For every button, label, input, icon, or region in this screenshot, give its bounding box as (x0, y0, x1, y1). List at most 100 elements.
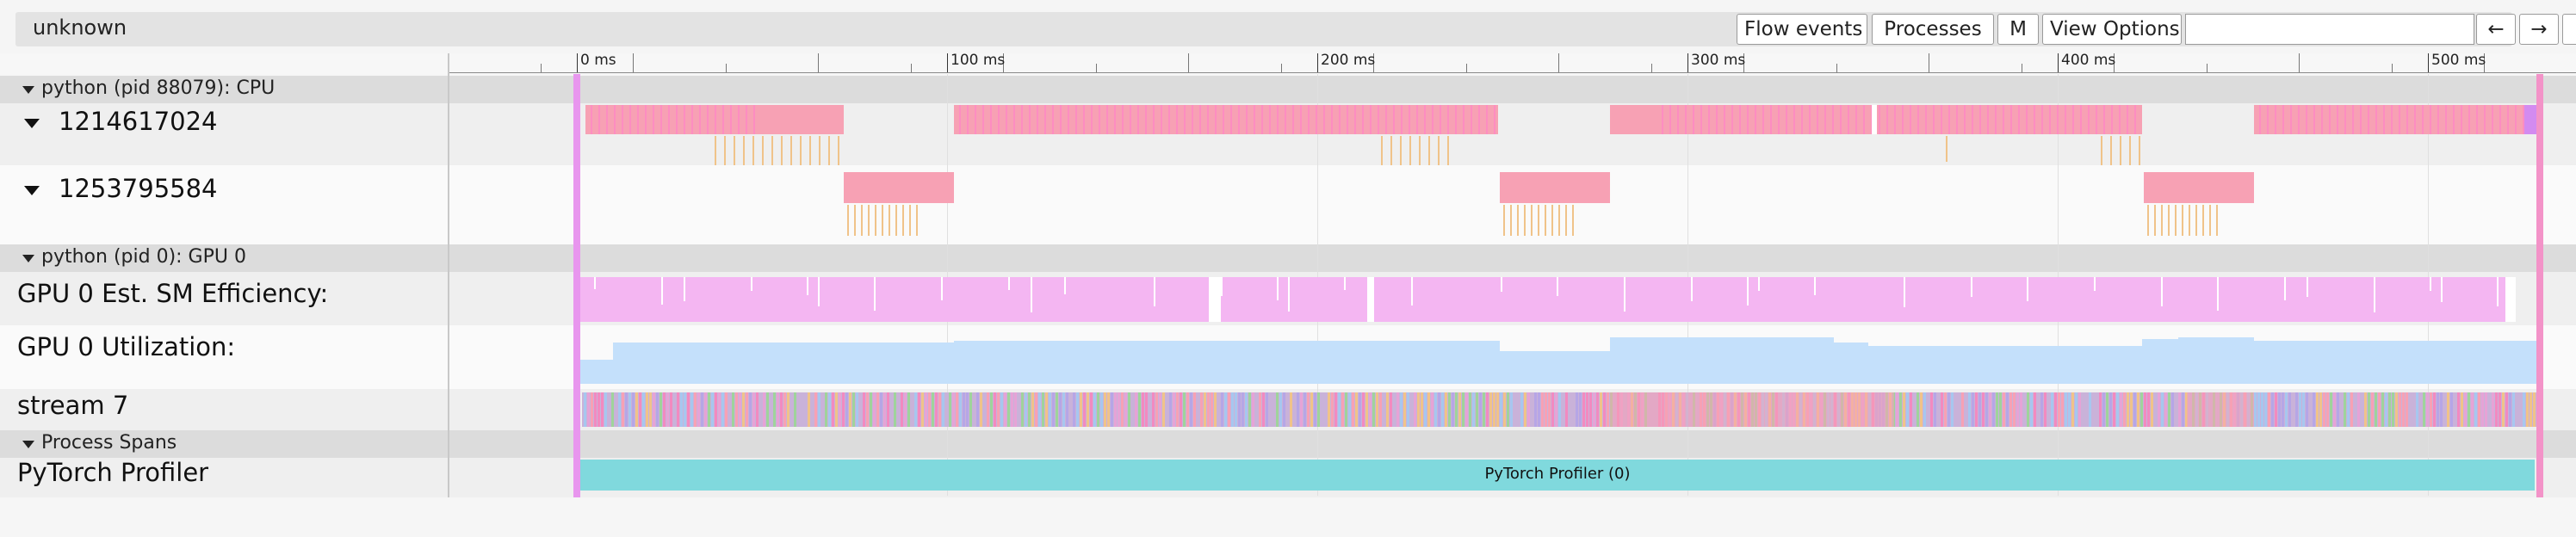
kernel-slice (1503, 392, 1506, 427)
cpu-child-slice (2189, 205, 2190, 236)
cpu-slice-sub (982, 105, 984, 134)
collapse-triangle-icon[interactable] (22, 86, 34, 94)
kernel-slice (1124, 392, 1127, 427)
collapse-triangle-icon[interactable] (24, 186, 40, 195)
kernel-slice (646, 392, 648, 427)
kernel-slice (1007, 392, 1010, 427)
kernel-slice (1087, 392, 1089, 427)
cpu-slice-sub (1879, 105, 1880, 134)
kernel-slice (1972, 392, 1974, 427)
kernel-slice (594, 392, 597, 427)
cpu-child-slice (2139, 136, 2140, 165)
sm-gap (1031, 277, 1032, 312)
label-column-divider[interactable] (448, 53, 449, 497)
processes-button[interactable]: Processes (1872, 14, 1994, 45)
kernel-slice (2416, 392, 2418, 427)
view-options-button[interactable]: View Options (2042, 14, 2182, 45)
sm-gap (661, 277, 663, 305)
kernel-slice (1565, 392, 1568, 427)
utilization-step (954, 341, 1500, 384)
ruler-tick (1465, 64, 1467, 72)
cpu-slice-sub (1378, 105, 1379, 134)
flow-events-button[interactable]: Flow events (1737, 14, 1867, 45)
kernel-slice (725, 392, 728, 427)
kernel-slice (1538, 392, 1540, 427)
stream-label: stream 7 (17, 391, 129, 420)
kernel-slice (1965, 392, 1967, 427)
cpu-slice-sub (1440, 105, 1441, 134)
kernel-slice (787, 392, 790, 427)
kernel-slice (1531, 392, 1533, 427)
sm-gap (1557, 277, 1558, 296)
cpu-process-label: python (pid 88079): CPU (41, 77, 276, 99)
kernel-slice (966, 392, 969, 427)
cpu-slice-sub (2360, 105, 2362, 134)
kernel-slice (1259, 392, 1261, 427)
cpu-child-slice (868, 205, 870, 236)
kernel-slice (721, 392, 724, 427)
kernel-slice (777, 392, 779, 427)
kernel-slice (739, 392, 741, 427)
kernel-slice (1558, 392, 1561, 427)
kernel-slice (2333, 392, 2336, 427)
cpu-slice-sub (2406, 105, 2408, 134)
cpu-slice-sub (1471, 105, 1472, 134)
kernel-slice (2464, 392, 2467, 427)
more-button[interactable] (2562, 14, 2576, 45)
cpu-slice-sub (1075, 105, 1077, 134)
cpu-slice-sub (1677, 105, 1679, 134)
kernel-slice (746, 392, 748, 427)
cpu-slice-sub (1424, 105, 1426, 134)
kernel-slice (2075, 392, 2078, 427)
kernel-slice (1348, 392, 1351, 427)
kernel-slice (2412, 392, 2415, 427)
search-input[interactable] (2185, 14, 2474, 45)
kernel-slice (1923, 392, 1926, 427)
range-start-marker[interactable] (573, 74, 580, 497)
kernel-slice (1025, 392, 1027, 427)
cpu-process-header[interactable]: python (pid 88079): CPU (0, 76, 2576, 103)
kernel-slice (584, 392, 586, 427)
range-end-marker[interactable] (2536, 74, 2543, 497)
kernel-slice (1920, 392, 1923, 427)
kernel-slice (1262, 392, 1265, 427)
kernel-slice (1169, 392, 1172, 427)
collapse-triangle-icon[interactable] (24, 119, 40, 128)
kernel-slice (1300, 392, 1303, 427)
cpu-slice-sub (1122, 105, 1124, 134)
kernel-slice (2409, 392, 2412, 427)
ruler-tick (1836, 64, 1837, 72)
cpu-slice-sub (2096, 105, 2097, 134)
next-arrow-button[interactable]: → (2519, 14, 2559, 45)
process-spans-header[interactable]: Process Spans (0, 430, 2576, 458)
kernel-slice (2254, 392, 2257, 427)
kernel-slice (2406, 392, 2408, 427)
cpu-slice-sub (2119, 105, 2121, 134)
kernel-slice (2430, 392, 2432, 427)
kernel-slice (677, 392, 679, 427)
kernel-slice (1941, 392, 1943, 427)
ruler-major-tick (947, 53, 948, 72)
utilization-step (2254, 341, 2536, 384)
cpu-slice-sub (1385, 105, 1387, 134)
sm-gap (1747, 277, 1749, 306)
kernel-slice (2006, 392, 2009, 427)
kernel-slice (742, 392, 745, 427)
kernel-slice (828, 392, 831, 427)
collapse-triangle-icon[interactable] (22, 255, 34, 262)
kernel-slice (994, 392, 996, 427)
kernel-slice (670, 392, 672, 427)
sm-gap (1344, 277, 1346, 290)
cpu-slice-sub (2507, 105, 2509, 134)
prev-arrow-button[interactable]: ← (2476, 14, 2516, 45)
profiler-span-slice[interactable]: PyTorch Profiler (0) (580, 460, 2535, 491)
cpu-child-slice (2147, 205, 2149, 236)
cpu-slice-sub (1902, 105, 1904, 134)
sm-efficiency-counter[interactable] (580, 277, 2516, 322)
metadata-button[interactable]: M (1997, 14, 2039, 45)
cpu-child-slice (1510, 205, 1512, 236)
gpu-process-header[interactable]: python (pid 0): GPU 0 (0, 244, 2576, 272)
cpu-slice-sub (2049, 105, 2051, 134)
collapse-triangle-icon[interactable] (22, 441, 34, 448)
kernel-slice (1555, 392, 1557, 427)
